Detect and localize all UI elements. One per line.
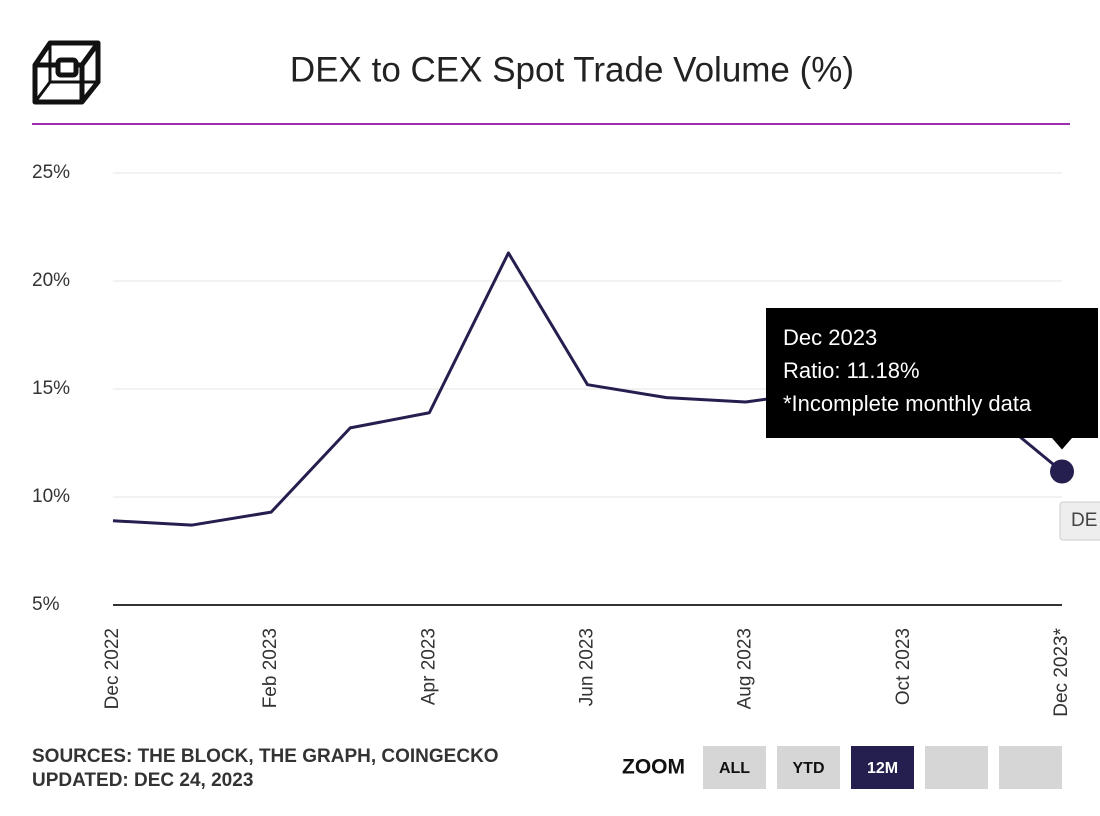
crosshair-label-box [1059, 501, 1100, 541]
zoom-button[interactable]: ALL [703, 746, 766, 789]
zoom-button-bg [777, 746, 840, 789]
x-tick-label: Oct 2023 [893, 628, 914, 705]
zoom-button-bg [851, 746, 914, 789]
y-tick-label: 15% [32, 378, 70, 399]
zoom-button[interactable]: YTD [777, 746, 840, 789]
zoom-button[interactable]: 12M [851, 746, 914, 789]
zoom-button[interactable] [925, 746, 988, 789]
crosshair-label: DE [1071, 510, 1097, 531]
zoom-button-label: 12M [867, 760, 898, 777]
y-tick-label: 10% [32, 486, 70, 507]
tooltip: Dec 2023 Ratio: 11.18% *Incomplete monthly… [766, 308, 1098, 450]
logo [32, 40, 101, 105]
x-tick-label: Aug 2023 [735, 628, 756, 709]
y-tick-label: 20% [32, 270, 70, 291]
x-tick-label: Feb 2023 [260, 628, 281, 708]
x-tick-label: Jun 2023 [577, 628, 598, 706]
zoom-button-label: ALL [719, 760, 750, 777]
zoom-buttons: ALL YTD 12M [703, 746, 1062, 789]
tooltip-box [766, 308, 1098, 450]
x-tick-label: Dec 2022 [102, 628, 123, 709]
zoom-button-bg [703, 746, 766, 789]
x-tick-label: Apr 2023 [418, 628, 439, 705]
x-tick-label: Dec 2023* [1051, 627, 1072, 716]
tooltip-note: *Incomplete monthly data [783, 391, 1032, 416]
zoom-button[interactable] [999, 746, 1062, 789]
tooltip-title: Dec 2023 [783, 325, 877, 350]
chart-title: DEX to CEX Spot Trade Volume (%) [290, 50, 854, 89]
zoom-button-label: YTD [793, 760, 825, 777]
tooltip-text: Ratio: 11.18% [783, 358, 920, 383]
sources: SOURCES: THE BLOCK, THE GRAPH, COINGECKO [32, 746, 499, 767]
zoom-button-bg [925, 746, 988, 789]
hover-point [1050, 459, 1074, 484]
y-tick-label: 5% [32, 594, 60, 615]
y-tick-label: 25% [32, 162, 70, 183]
updated: UPDATED: DEC 24, 2023 [32, 770, 253, 791]
zoom-label: ZOOM [622, 756, 685, 779]
zoom-button-bg [999, 746, 1062, 789]
